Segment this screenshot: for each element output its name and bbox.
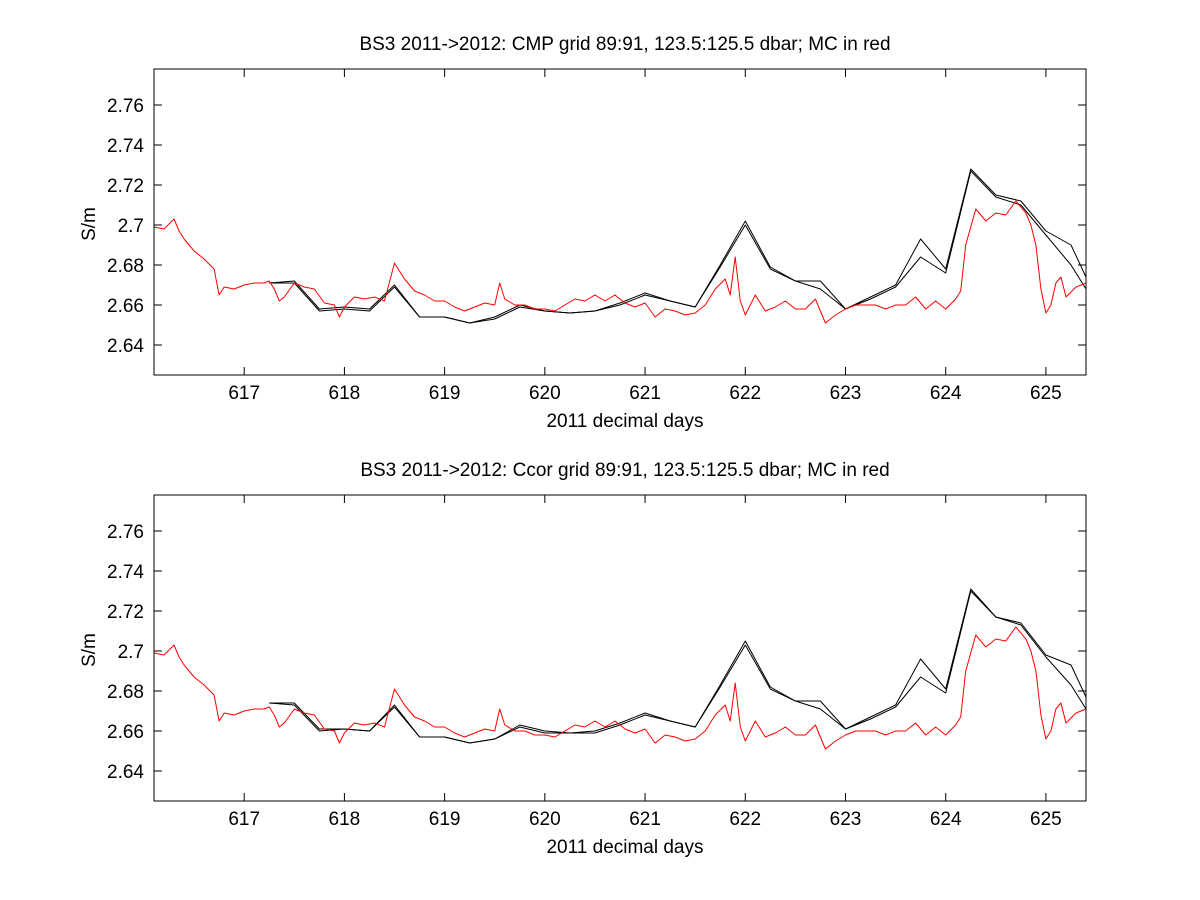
axis-ticks: 617 618 619 620 621 622 623 624 625 2.64 2.66 2.68 2… [107, 69, 1086, 404]
x-tick-label: 620 [529, 383, 561, 404]
series-line-grid-1 [269, 170, 1087, 324]
x-tick-label: 622 [729, 809, 761, 830]
x-axis-label: 2011 decimal days [546, 837, 703, 858]
y-tick-label: 2.76 [107, 96, 144, 117]
chart-panel-ccor: BS3 2011->2012: Ccor grid 89:91, 123.5:1… [79, 460, 1087, 858]
chart-title: BS3 2011->2012: CMP grid 89:91, 123.5:12… [359, 34, 890, 55]
x-tick-label: 623 [830, 809, 862, 830]
x-tick-label: 617 [228, 809, 260, 830]
x-tick-label: 618 [329, 383, 361, 404]
y-tick-label: 2.64 [107, 336, 144, 357]
x-tick-label: 622 [729, 383, 761, 404]
plot-marks [153, 168, 1087, 324]
axis-ticks: 617 618 619 620 621 622 623 624 625 2.64 2.66 2.68 2… [107, 495, 1086, 830]
x-tick-label: 624 [930, 809, 962, 830]
series-line-mc [153, 626, 1087, 750]
axes-box [153, 494, 1087, 802]
series-line-mc [153, 200, 1087, 324]
axes-box [153, 68, 1087, 376]
x-tick-label: 621 [629, 383, 661, 404]
chart-title: BS3 2011->2012: Ccor grid 89:91, 123.5:1… [360, 460, 889, 481]
y-tick-label: 2.72 [107, 176, 144, 197]
series-line-grid-1 [269, 590, 1087, 744]
y-tick-label: 2.66 [107, 722, 144, 743]
x-tick-label: 618 [329, 809, 361, 830]
x-tick-label: 620 [529, 809, 561, 830]
y-tick-label: 2.68 [107, 682, 144, 703]
y-tick-label: 2.74 [107, 136, 144, 157]
x-tick-label: 625 [1030, 809, 1062, 830]
y-tick-label: 2.72 [107, 602, 144, 623]
y-tick-label: 2.64 [107, 762, 144, 783]
x-tick-label: 619 [429, 809, 461, 830]
y-tick-label: 2.7 [118, 216, 144, 237]
x-axis-label: 2011 decimal days [546, 411, 703, 432]
x-tick-label: 621 [629, 809, 661, 830]
y-tick-label: 2.68 [107, 256, 144, 277]
y-tick-label: 2.7 [118, 642, 144, 663]
x-tick-label: 619 [429, 383, 461, 404]
x-tick-label: 617 [228, 383, 260, 404]
plot-marks [153, 588, 1087, 750]
x-tick-label: 625 [1030, 383, 1062, 404]
y-tick-label: 2.66 [107, 296, 144, 317]
y-tick-label: 2.76 [107, 522, 144, 543]
y-tick-label: 2.74 [107, 562, 144, 583]
y-axis-label: S/m [79, 207, 100, 241]
chart-panel-cmp: BS3 2011->2012: CMP grid 89:91, 123.5:12… [79, 34, 1087, 432]
x-tick-label: 623 [830, 383, 862, 404]
y-axis-label: S/m [79, 633, 100, 667]
x-tick-label: 624 [930, 383, 962, 404]
